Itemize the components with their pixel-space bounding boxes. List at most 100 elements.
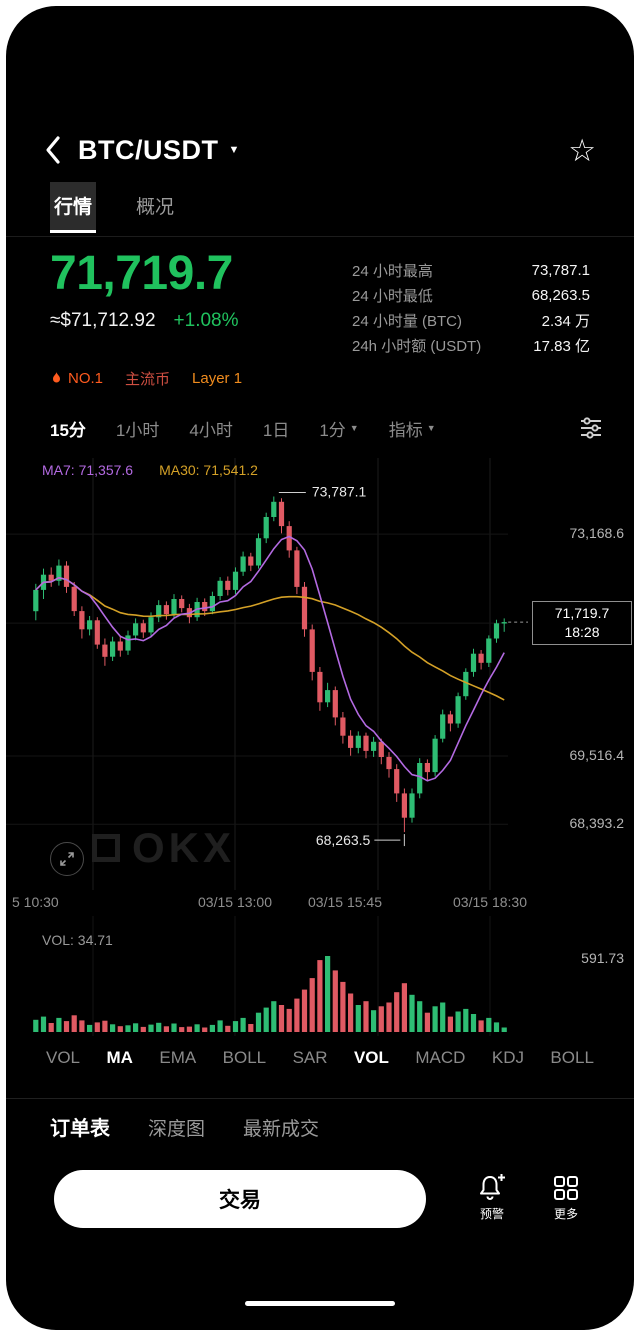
tab-quotes[interactable]: 行情	[50, 182, 97, 233]
tab-overview-label: 概况	[136, 197, 175, 218]
bell-plus-icon	[480, 1174, 505, 1200]
indicator-boll2[interactable]: BOLL	[550, 1048, 594, 1067]
stat-row: 24h 小时额 (USDT) 17.83 亿	[352, 333, 590, 358]
timeframe-label: 4小时	[189, 420, 233, 440]
y-axis-label: 69,516.4	[569, 746, 625, 763]
price-block: 71,719.7 ≈$71,712.92 +1.08%	[50, 246, 239, 332]
badge-hot-rank[interactable]: NO.1	[50, 370, 103, 387]
svg-text:68,263.5: 68,263.5	[316, 832, 371, 848]
back-chevron-icon	[46, 136, 60, 164]
header: BTC/USDT ▼ ☆	[44, 124, 596, 176]
home-indicator	[245, 1301, 395, 1306]
alert-button[interactable]: 预警	[464, 1172, 520, 1222]
tab-overview[interactable]: 概况	[132, 182, 178, 233]
stat-label: 24 小时量 (BTC)	[352, 313, 463, 330]
bottom-tabs: 订单表 深度图 最新成交	[50, 1112, 319, 1141]
indicator-macd[interactable]: MACD	[415, 1048, 466, 1067]
price-change: +1.08%	[173, 310, 239, 331]
badge-category-layer1[interactable]: Layer 1	[192, 370, 242, 387]
timeframe-bar: 15分 1小时 4小时 1日 1分 ▼ 指标 ▼	[50, 410, 604, 446]
phone-frame: BTC/USDT ▼ ☆ 行情 概况 71,719.7 ≈$71,712.92 …	[6, 6, 634, 1330]
flame-icon	[53, 371, 60, 383]
stat-label: 24h 小时额 (USDT)	[352, 338, 482, 355]
tab-quotes-label: 行情	[54, 197, 93, 218]
last-price-tag-time: 18:28	[564, 624, 600, 641]
top-tabs: 行情 概况	[50, 182, 178, 233]
okx-watermark: OKX	[92, 824, 235, 872]
alert-label: 预警	[479, 1207, 504, 1221]
svg-text:73,787.1: 73,787.1	[312, 484, 367, 500]
volume-pane[interactable]: VOL: 34.71 591.73	[6, 916, 634, 1040]
badge-label: NO.1	[68, 370, 104, 387]
x-axis-label: 03/15 13:00	[198, 894, 272, 910]
more-button[interactable]: 更多	[538, 1174, 594, 1222]
timeframe-1m-dropdown[interactable]: 1分 ▼	[319, 416, 358, 441]
timeframe-4h[interactable]: 4小时	[189, 416, 232, 441]
chart-settings-button[interactable]	[578, 416, 604, 440]
sliders-icon	[581, 417, 601, 439]
indicator-sar[interactable]: SAR	[292, 1048, 328, 1067]
last-price-tag: 71,719.7 18:28	[532, 601, 632, 646]
more-label: 更多	[553, 1207, 578, 1221]
timeframe-label: 15分	[50, 420, 86, 440]
tab-recent-trades[interactable]: 最新成交	[243, 1119, 320, 1140]
pair-dropdown-caret-icon[interactable]: ▼	[228, 144, 240, 156]
ma30-label: MA30: 71,541.2	[159, 462, 258, 478]
indicator-ema[interactable]: EMA	[159, 1048, 197, 1067]
stat-value: 68,263.5	[531, 287, 590, 304]
indicator-vol-sub[interactable]: VOL	[353, 1048, 389, 1067]
volume-current-label: VOL: 34.71	[42, 932, 113, 948]
indicator-kdj[interactable]: KDJ	[491, 1048, 524, 1067]
stat-label: 24 小时最低	[352, 288, 433, 305]
tab-order-book[interactable]: 订单表	[50, 1118, 110, 1140]
badge-category-mainstream[interactable]: 主流币	[125, 368, 170, 389]
volume-canvas[interactable]	[6, 916, 634, 1040]
timeframe-15m[interactable]: 15分	[50, 416, 86, 441]
grid-icon	[554, 1176, 578, 1200]
okx-logo-text: OKX	[132, 824, 236, 871]
volume-max-label: 591.73	[581, 950, 624, 966]
timeframe-1d[interactable]: 1日	[263, 416, 289, 441]
indicator-tabs: VOL MA EMA BOLL SAR VOL MACD KDJ BOLL	[46, 1042, 594, 1074]
stat-label: 24 小时最高	[352, 263, 433, 280]
indicator-vol-main[interactable]: VOL	[46, 1048, 81, 1067]
last-price: 71,719.7	[50, 247, 233, 300]
stat-value: 17.83 亿	[533, 338, 590, 355]
x-axis-label: 03/15 18:30	[453, 894, 527, 910]
stat-row: 24 小时最高 73,787.1	[352, 258, 590, 283]
indicator-boll[interactable]: BOLL	[222, 1048, 267, 1067]
timeframe-1h[interactable]: 1小时	[116, 416, 159, 441]
x-axis: 5 10:30 03/15 13:00 03/15 15:45 03/15 18…	[6, 892, 634, 914]
last-price-tag-price: 71,719.7	[554, 605, 610, 622]
indicator-menu-label: 指标	[388, 420, 423, 440]
stat-value: 73,787.1	[531, 262, 590, 279]
indicator-menu[interactable]: 指标 ▼	[389, 416, 436, 441]
badges-row: NO.1 主流币 Layer 1	[50, 368, 242, 389]
y-axis-label: 73,168.6	[569, 525, 625, 542]
x-axis-label: 5 10:30	[12, 894, 59, 910]
chevron-down-icon: ▼	[349, 423, 359, 433]
page-title[interactable]: BTC/USDT	[78, 134, 219, 165]
chevron-down-icon: ▼	[426, 423, 436, 433]
expand-arrows-icon	[60, 852, 74, 866]
trade-button[interactable]: 交易	[54, 1170, 426, 1228]
divider	[6, 236, 634, 237]
timeframe-label: 1分	[319, 420, 346, 440]
timeframe-label: 1小时	[115, 420, 160, 440]
favorite-star-icon[interactable]: ☆	[568, 132, 596, 168]
candles-canvas[interactable]: 73,787.1 68,263.5	[6, 450, 634, 896]
fullscreen-button[interactable]	[50, 842, 84, 876]
candlestick-chart[interactable]: 73,787.1 68,263.5 MA7: 71,357.6 MA30: 71,…	[6, 450, 634, 896]
badge-label: 主流币	[125, 371, 171, 388]
stat-row: 24 小时量 (BTC) 2.34 万	[352, 308, 590, 333]
back-button[interactable]	[44, 135, 62, 165]
timeframe-label: 1日	[262, 420, 290, 440]
indicator-ma[interactable]: MA	[106, 1048, 133, 1067]
stat-value: 2.34 万	[541, 313, 590, 330]
x-axis-label: 03/15 15:45	[308, 894, 382, 910]
okx-logo-mark	[92, 834, 120, 862]
tab-depth-chart[interactable]: 深度图	[148, 1119, 206, 1140]
badge-label: Layer 1	[192, 370, 243, 387]
stats-panel: 24 小时最高 73,787.1 24 小时最低 68,263.5 24 小时量 (…	[352, 258, 590, 358]
divider	[6, 1098, 634, 1099]
